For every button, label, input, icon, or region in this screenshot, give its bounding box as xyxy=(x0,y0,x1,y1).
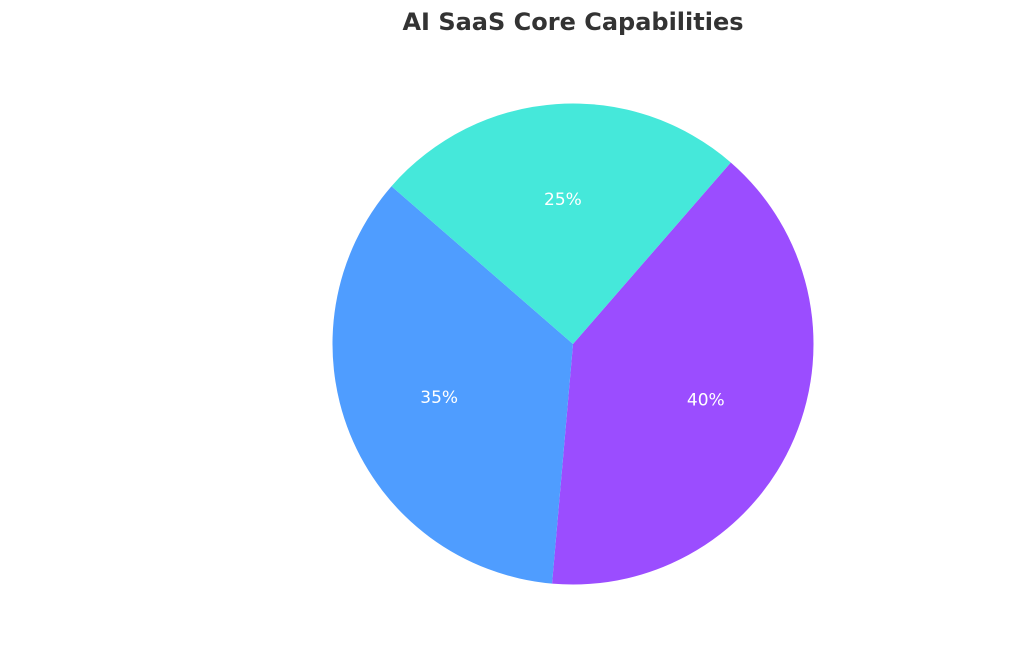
slice-percent-label: 35% xyxy=(420,388,458,408)
chart-title: AI SaaS Core Capabilities xyxy=(402,8,744,36)
slice-percent-label: 25% xyxy=(544,190,582,210)
pie-slice xyxy=(552,162,814,585)
pie-labels: 40% 35% 25% xyxy=(420,190,724,410)
pie-slice xyxy=(391,103,731,345)
pie-slices xyxy=(332,103,814,585)
pie-slice xyxy=(332,186,573,584)
slice-percent-label: 40% xyxy=(687,390,725,410)
